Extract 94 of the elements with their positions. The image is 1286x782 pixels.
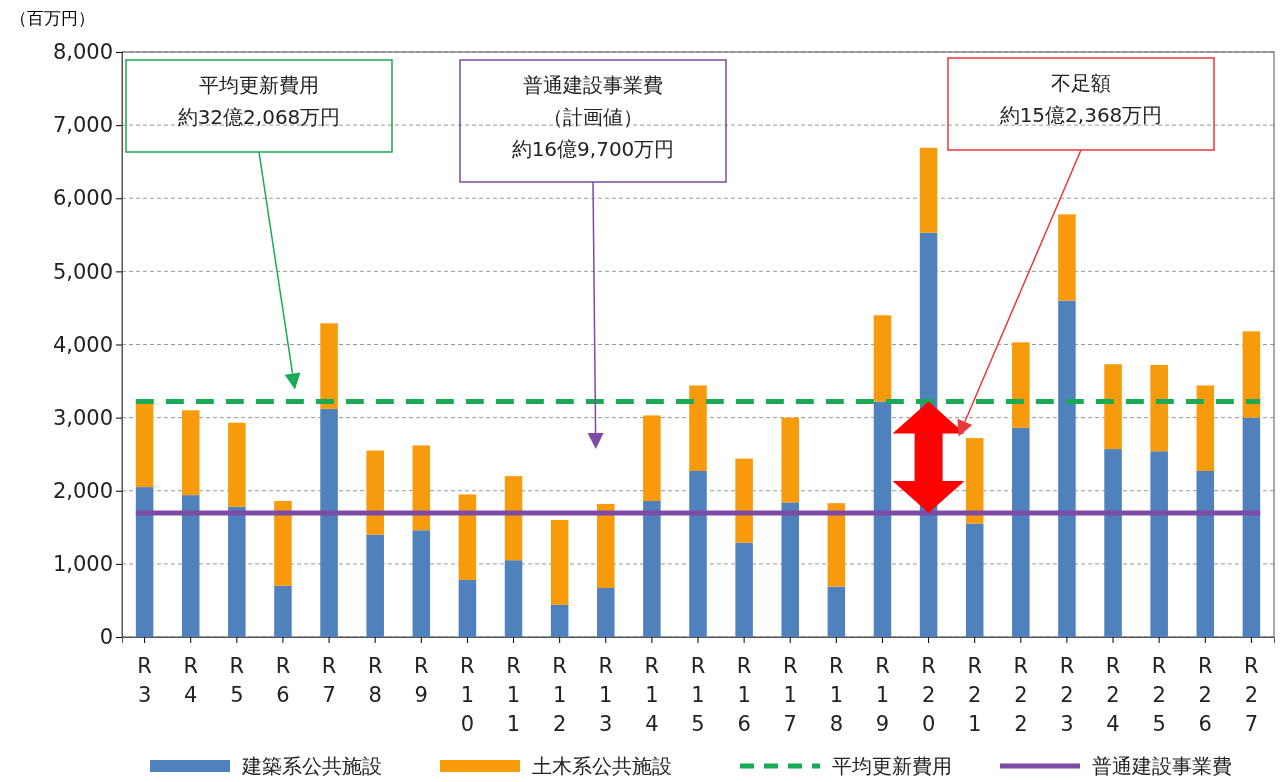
bar <box>274 585 292 637</box>
x-tick-label: R11 <box>506 654 521 736</box>
annotation: 約16億9,700万円 <box>511 137 675 161</box>
annotation: 不足額 <box>1051 71 1111 95</box>
bar <box>597 503 615 589</box>
x-tick-label: R25 <box>1151 654 1167 736</box>
y-axis-title: （百万円） <box>10 8 95 28</box>
bar <box>1012 342 1030 428</box>
x-tick-label: R24 <box>1105 654 1121 736</box>
bar <box>1150 364 1168 452</box>
bar <box>458 579 477 637</box>
bar <box>320 323 338 409</box>
bar <box>689 385 707 472</box>
bar <box>1104 449 1122 637</box>
bar <box>781 502 799 637</box>
bar <box>1058 214 1076 301</box>
x-tick-label: R9 <box>414 654 429 707</box>
legend-label: 土木系公共施設 <box>532 754 672 778</box>
x-tick-label: R6 <box>275 654 291 707</box>
bar <box>504 560 523 637</box>
x-tick-label: R22 <box>1013 654 1029 736</box>
x-tick-label: R27 <box>1244 654 1259 736</box>
x-tick-label: R10 <box>460 654 475 736</box>
bar <box>274 500 292 586</box>
bar <box>643 415 661 501</box>
bar <box>366 534 384 637</box>
bar <box>965 438 984 524</box>
x-tick-label: R3 <box>137 654 152 707</box>
legend-label: 普通建設事業費 <box>1092 754 1232 778</box>
bar <box>366 450 384 535</box>
legend-label: 建築系公共施設 <box>241 754 382 778</box>
bar <box>181 495 200 637</box>
y-tick-label: 5,000 <box>52 259 113 284</box>
bar <box>550 604 569 637</box>
bar <box>965 523 984 637</box>
x-tick-label: R17 <box>782 654 798 736</box>
bar <box>1242 417 1261 637</box>
bar <box>1196 471 1215 637</box>
bar <box>873 315 892 402</box>
bar <box>919 147 938 233</box>
bar <box>1150 451 1168 637</box>
bar <box>320 408 338 637</box>
x-tick-label: R15 <box>690 654 706 736</box>
bar <box>1104 364 1122 450</box>
bar <box>1012 427 1030 637</box>
bar <box>1242 331 1261 418</box>
x-tick-label: R8 <box>367 654 383 707</box>
bar <box>181 410 200 496</box>
x-tick-label: R13 <box>598 654 614 736</box>
x-tick-label: R19 <box>875 654 890 736</box>
x-tick-label: R20 <box>921 654 936 736</box>
bar <box>412 530 431 637</box>
bar <box>735 458 753 543</box>
bar <box>550 520 569 605</box>
bar <box>1058 300 1076 637</box>
x-tick-label: R12 <box>552 654 567 736</box>
legend-label: 平均更新費用 <box>832 754 952 778</box>
bar <box>597 588 615 637</box>
bar <box>228 506 246 637</box>
x-tick-label: R26 <box>1197 654 1213 736</box>
bar <box>735 542 753 637</box>
x-tick-label: R23 <box>1059 654 1075 736</box>
x-tick-label: R4 <box>183 654 199 707</box>
y-tick-label: 0 <box>99 625 113 650</box>
y-tick-label: 2,000 <box>52 478 113 503</box>
annotation: 約15億2,368万円 <box>999 103 1163 127</box>
bar <box>504 476 523 561</box>
bar <box>827 586 846 637</box>
bar <box>873 401 892 637</box>
x-tick-label: R14 <box>644 654 660 736</box>
x-tick-label: R7 <box>321 654 337 707</box>
x-tick-label: R21 <box>967 654 982 736</box>
bar <box>228 422 246 507</box>
bar <box>1196 385 1215 472</box>
bar <box>458 494 477 580</box>
x-tick-label: R5 <box>229 654 245 707</box>
x-tick-label: R16 <box>736 654 752 736</box>
x-tick-label: R18 <box>829 654 844 736</box>
y-tick-label: 8,000 <box>52 40 113 65</box>
y-tick-label: 1,000 <box>52 552 113 577</box>
annotation: 平均更新費用 <box>199 73 319 97</box>
bar <box>827 503 846 587</box>
y-tick-label: 6,000 <box>52 186 113 211</box>
bar <box>412 445 431 531</box>
y-tick-label: 3,000 <box>52 405 113 430</box>
y-tick-label: 7,000 <box>52 113 113 138</box>
annotation: 普通建設事業費 <box>523 73 663 97</box>
bar <box>781 417 799 503</box>
bar <box>689 471 707 637</box>
annotation: 約32億2,068万円 <box>177 105 341 129</box>
annotation: （計画値） <box>543 105 643 129</box>
bar <box>643 500 661 637</box>
y-tick-label: 4,000 <box>52 332 113 357</box>
bar <box>135 487 154 637</box>
